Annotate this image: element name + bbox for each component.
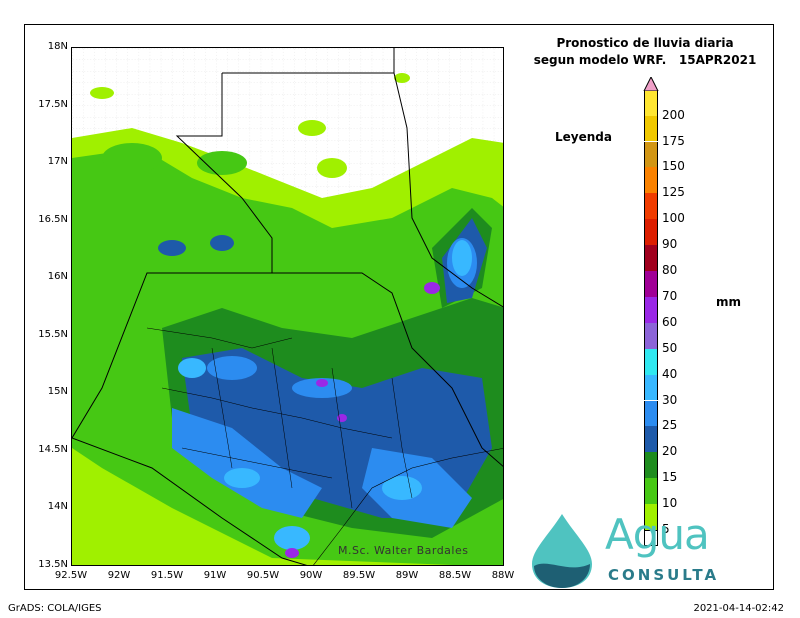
logo-subtitle: CONSULTA	[608, 566, 720, 584]
colorbar-segment	[644, 193, 658, 220]
colorbar-bottom	[644, 530, 658, 546]
colorbar-label: 40	[662, 366, 678, 381]
colorbar-segment	[644, 400, 658, 427]
map-subtitle: segun modelo WRF. 15APR2021	[520, 53, 770, 67]
colorbar-segment	[644, 426, 658, 453]
colorbar-label: 150	[662, 159, 685, 174]
lat-label: 16N	[47, 271, 68, 282]
footer-timestamp: 2021-04-14-02:42	[693, 603, 784, 614]
lat-label: 15.5N	[38, 328, 68, 340]
lon-label: 91.5W	[150, 570, 184, 581]
colorbar-label: 200	[662, 107, 685, 122]
department-borders	[146, 327, 413, 509]
map-svg	[72, 48, 503, 565]
colorbar-segment	[644, 167, 658, 194]
logo-wordmark: Agua	[605, 510, 710, 559]
lat-label: 14.5N	[38, 443, 68, 455]
lat-label: 17.5N	[38, 98, 68, 110]
colorbar-label: 90	[662, 237, 678, 252]
colorbar-label: 80	[662, 263, 678, 277]
lon-label: 88.5W	[438, 570, 472, 581]
water-drop-icon	[532, 514, 592, 588]
colorbar-segment	[644, 452, 658, 479]
model-label: segun modelo WRF.	[533, 53, 667, 67]
units-label: mm	[716, 295, 742, 309]
colorbar-label: 100	[662, 211, 685, 226]
lon-label: 88W	[491, 570, 515, 581]
author-credit: M.Sc. Walter Bardales	[338, 544, 469, 557]
lon-label: 91W	[203, 570, 227, 581]
colorbar-label: 60	[662, 314, 678, 329]
colorbar-label: 175	[662, 133, 685, 148]
colorbar-segment	[644, 245, 658, 271]
colorbar-segment	[644, 271, 658, 297]
lon-label: 90.5W	[246, 570, 280, 581]
lon-label: 92.5W	[54, 570, 88, 581]
colorbar-label: 20	[662, 444, 678, 459]
colorbar-label: 5	[662, 522, 670, 536]
lat-label: 16.5N	[38, 213, 68, 225]
map-title: Pronostico de lluvia diaria	[556, 36, 734, 50]
colorbar-label: 15	[662, 470, 678, 485]
colorbar-top-arrow	[643, 76, 659, 91]
legend-title: Leyenda	[555, 130, 612, 144]
colorbar-label: 25	[662, 418, 678, 433]
rain-30mm-areas	[178, 240, 472, 550]
colorbar-segment	[644, 504, 658, 530]
colorbar-segment	[644, 141, 658, 168]
colorbar-label: 70	[662, 288, 678, 303]
rainfall-map	[71, 47, 504, 566]
lat-label: 18N	[47, 41, 68, 52]
colorbar-segment	[644, 296, 658, 323]
lat-label: 15N	[47, 386, 68, 397]
rain-50mm-areas	[285, 282, 440, 558]
colorbar-segment	[644, 478, 658, 505]
lon-label: 89W	[395, 570, 419, 581]
country-borders	[72, 48, 503, 565]
lat-label: 14N	[47, 501, 68, 512]
colorbar-segment	[644, 219, 658, 246]
colorbar-label: 30	[662, 392, 678, 407]
colorbar-segment	[644, 115, 658, 142]
colorbar-segment	[644, 348, 658, 375]
forecast-date: 15APR2021	[678, 53, 757, 67]
colorbar-segment	[644, 374, 658, 401]
figure-frame	[24, 24, 774, 590]
footer-software: GrADS: COLA/IGES	[8, 603, 102, 614]
colorbar-label: 125	[662, 185, 685, 200]
lat-label: 17N	[47, 156, 68, 167]
lon-label: 92W	[107, 570, 131, 581]
lon-label: 89.5W	[342, 570, 376, 581]
colorbar-label: 50	[662, 340, 678, 355]
colorbar-label: 10	[662, 496, 678, 511]
colorbar-segment	[644, 322, 658, 349]
colorbar-segment	[644, 89, 658, 116]
lon-label: 90W	[299, 570, 323, 581]
lat-label: 13.5N	[38, 558, 68, 570]
